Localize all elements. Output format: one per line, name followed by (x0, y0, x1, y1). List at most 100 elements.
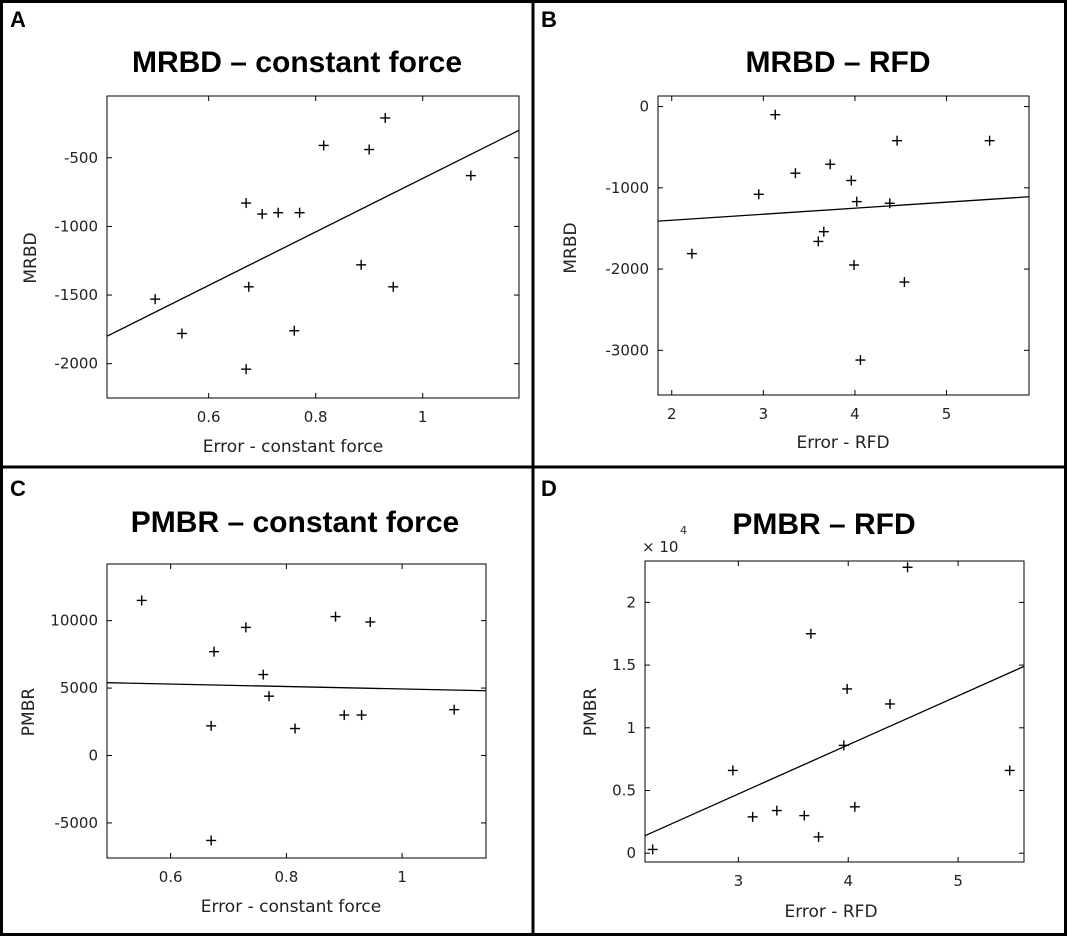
data-point (339, 710, 350, 721)
data-point (241, 364, 252, 375)
y-tick-label: -3000 (605, 341, 649, 359)
data-point (150, 294, 161, 305)
data-point (330, 611, 341, 622)
chart-title: MRBD – constant force (132, 46, 462, 79)
data-point (206, 720, 217, 731)
data-point (884, 698, 895, 709)
y-tick-label: -2000 (605, 260, 649, 278)
y-tick-label: -500 (64, 149, 98, 167)
panel-c: C PMBR – constant force 0.6 0.8 1 -5000 0 500… (10, 476, 487, 917)
y-tick-label: 0 (639, 98, 649, 116)
data-point (243, 281, 254, 292)
x-tick-label: 0.6 (159, 868, 183, 886)
data-point (647, 844, 658, 855)
plot-area: 3 4 5 0 0.5 1 1.5 2 (612, 560, 1025, 890)
y-axis-label: MRBD (561, 222, 581, 273)
data-point (842, 683, 853, 694)
data-point (899, 277, 910, 288)
data-point (136, 595, 147, 606)
data-point (846, 175, 857, 186)
y-tick-label: 10000 (50, 612, 98, 630)
x-tick-label: 1 (418, 408, 428, 426)
y-exponent-label: × 10 (642, 538, 678, 556)
data-point (818, 226, 829, 237)
data-point (753, 189, 764, 200)
y-tick-label: 0 (88, 747, 98, 765)
data-point (176, 328, 187, 339)
data-point (790, 168, 801, 179)
data-point (388, 281, 399, 292)
data-point (813, 236, 824, 247)
regression-line (106, 682, 487, 692)
x-axis-label: Error - RFD (796, 433, 889, 453)
plot-area: 0.6 0.8 1 -2000 -1500 -1000 -500 (54, 95, 520, 426)
data-point (258, 669, 269, 680)
y-tick-label: 2 (626, 593, 636, 611)
y-tick-label: -2000 (54, 355, 98, 373)
data-point (849, 801, 860, 812)
panel-letter: B (541, 7, 557, 32)
y-tick-label: 0 (626, 844, 636, 862)
data-point (264, 691, 275, 702)
data-point (273, 207, 284, 218)
y-tick-label: -5000 (54, 814, 98, 832)
data-point (686, 248, 697, 259)
data-point (851, 196, 862, 207)
data-point (727, 765, 738, 776)
y-axis-label: PMBR (581, 688, 601, 737)
panel-letter: A (10, 7, 26, 32)
x-axis-label: Error - constant force (203, 437, 384, 457)
axes-box (106, 95, 520, 399)
panel-d: D PMBR – RFD 3 4 5 0 0.5 1 1.5 2 × 10 4 Error -… (541, 476, 1025, 922)
x-tick-label: 0.6 (197, 408, 221, 426)
x-axis-label: Error - RFD (784, 902, 877, 922)
data-point (209, 646, 220, 657)
plot-area: 0.6 0.8 1 -5000 0 5000 10000 (50, 563, 487, 886)
y-tick-label: -1500 (54, 286, 98, 304)
regression-line (644, 665, 1025, 837)
axes-box (644, 560, 1025, 863)
data-point (365, 616, 376, 627)
x-tick-label: 0.8 (304, 408, 328, 426)
data-point (449, 704, 460, 715)
data-point (356, 710, 367, 721)
data-point (825, 159, 836, 170)
y-axis-label: MRBD (21, 232, 41, 283)
chart-title: PMBR – constant force (131, 506, 459, 539)
data-point (294, 207, 305, 218)
data-point (805, 628, 816, 639)
y-tick-label: 1 (626, 719, 636, 737)
data-point (356, 259, 367, 270)
panel-letter: D (541, 476, 557, 501)
y-tick-label: -1000 (605, 179, 649, 197)
data-point (838, 740, 849, 751)
y-axis-label: PMBR (19, 688, 39, 737)
x-tick-label: 3 (759, 405, 769, 423)
regression-line (657, 196, 1030, 222)
data-point (813, 831, 824, 842)
data-point (884, 198, 895, 209)
panel-b: B MRBD – RFD 2 3 4 5 -3000 -2000 -1000 0 Error … (541, 7, 1030, 453)
x-tick-label: 5 (942, 405, 952, 423)
x-tick-label: 1 (397, 868, 407, 886)
plot-area: 2 3 4 5 -3000 -2000 -1000 0 (605, 95, 1030, 423)
data-point (318, 140, 329, 151)
panel-a: A MRBD – constant force 0.6 0.8 1 -2000 -150… (10, 7, 520, 457)
x-tick-label: 3 (734, 872, 744, 890)
y-tick-label: -1000 (54, 217, 98, 235)
x-tick-label: 5 (953, 872, 963, 890)
x-tick-label: 4 (850, 405, 860, 423)
data-point (984, 135, 995, 146)
data-point (770, 109, 781, 120)
panel-letter: C (10, 476, 26, 501)
data-point (364, 144, 375, 155)
regression-line (106, 129, 520, 337)
data-point (240, 622, 251, 633)
chart-title: MRBD – RFD (746, 46, 931, 79)
data-point (771, 805, 782, 816)
x-tick-label: 0.8 (274, 868, 298, 886)
data-point (1004, 765, 1015, 776)
data-point (241, 198, 252, 209)
x-tick-label: 2 (667, 405, 677, 423)
